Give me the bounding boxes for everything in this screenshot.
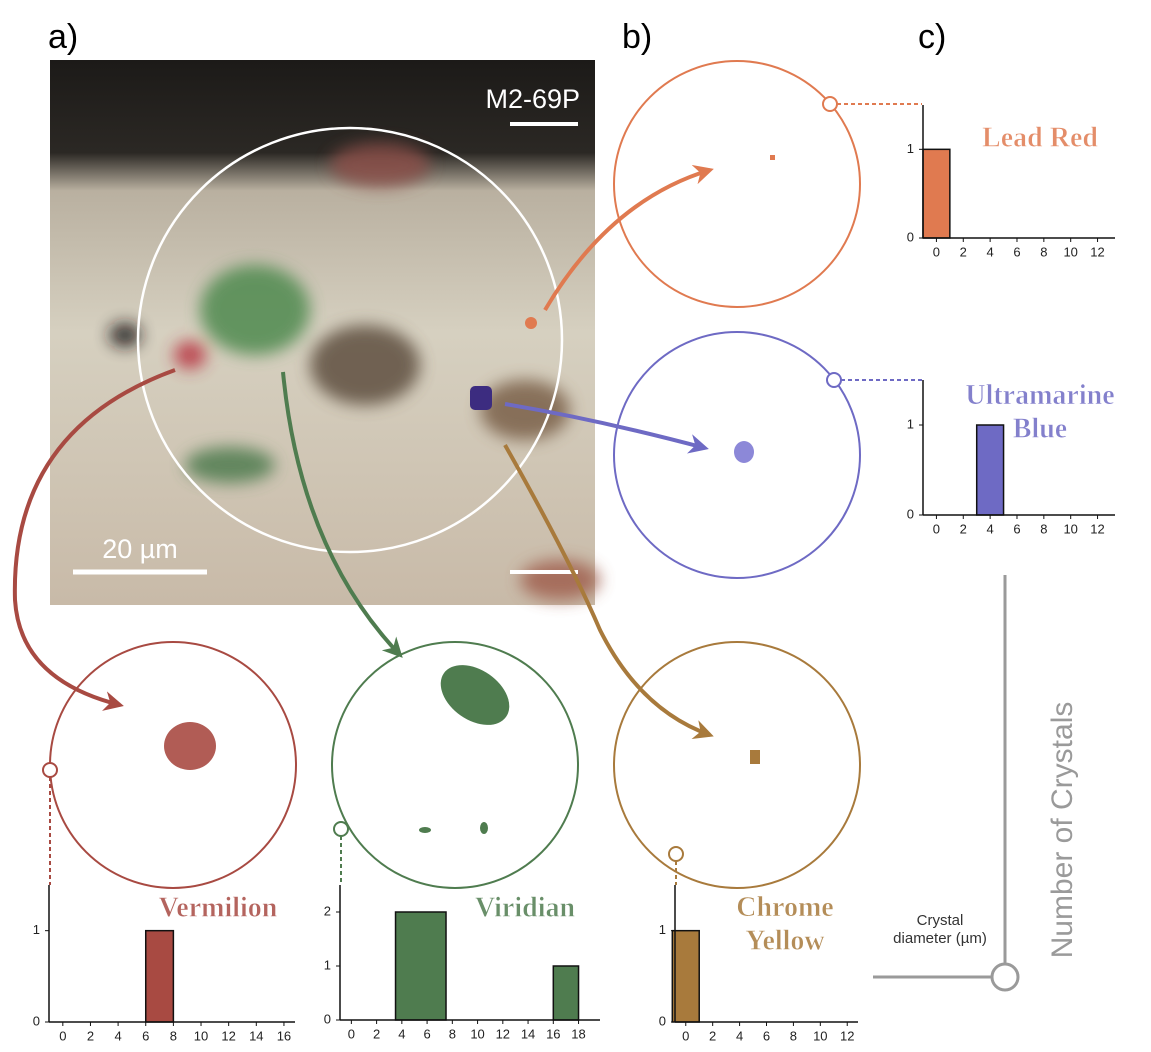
sample-label: M2-69P	[485, 84, 580, 114]
x-tick-label: 4	[398, 1026, 405, 1041]
x-tick-label: 0	[348, 1026, 355, 1041]
x-tick-label: 2	[960, 244, 967, 259]
x-tick-label: 10	[813, 1028, 827, 1043]
x-tick-label: 2	[709, 1028, 716, 1043]
x-tick-label: 2	[87, 1028, 94, 1043]
x-tick-label: 6	[1013, 521, 1020, 536]
y-tick-label: 1	[33, 922, 40, 937]
x-tick-label: 8	[790, 1028, 797, 1043]
x-tick-label: 10	[1063, 521, 1077, 536]
chart-title: Vermilion	[159, 892, 278, 923]
x-tick-label: 12	[1090, 521, 1104, 536]
x-tick-label: 18	[571, 1026, 585, 1041]
x-tick-label: 6	[423, 1026, 430, 1041]
axis-key-y-label: Number of Crystals	[1046, 702, 1079, 959]
chart-title: Lead Red	[982, 122, 1098, 153]
y-tick-label: 0	[33, 1013, 40, 1028]
x-tick-label: 12	[221, 1028, 235, 1043]
bar	[146, 931, 174, 1022]
histogram: 0 2 4 6 8 10 12 0 1 Lead Red	[907, 105, 1115, 259]
x-tick-label: 12	[1090, 244, 1104, 259]
x-tick-label: 4	[987, 521, 994, 536]
y-tick-label: 0	[907, 229, 914, 244]
y-tick-label: 1	[907, 141, 914, 156]
bar	[672, 931, 699, 1022]
y-tick-label: 0	[907, 506, 914, 521]
x-tick-label: 16	[277, 1028, 291, 1043]
x-tick-label: 10	[470, 1026, 484, 1041]
x-tick-label: 4	[987, 244, 994, 259]
x-tick-label: 8	[1040, 521, 1047, 536]
panel-label: a)	[48, 18, 78, 56]
bar	[977, 425, 1004, 515]
y-tick-label: 0	[659, 1013, 666, 1028]
x-tick-label: 10	[194, 1028, 208, 1043]
chart-title: Viridian	[475, 892, 576, 923]
panel-label: b)	[622, 18, 652, 56]
x-tick-label: 8	[1040, 244, 1047, 259]
x-tick-label: 0	[933, 244, 940, 259]
y-tick-label: 1	[659, 922, 666, 937]
x-tick-label: 4	[736, 1028, 743, 1043]
y-tick-label: 0	[324, 1011, 331, 1026]
y-tick-label: 2	[324, 903, 331, 918]
y-tick-label: 1	[324, 957, 331, 972]
panel-label: c)	[918, 18, 946, 56]
x-tick-label: 6	[142, 1028, 149, 1043]
x-tick-label: 2	[960, 521, 967, 536]
x-tick-label: 14	[249, 1028, 263, 1043]
x-tick-label: 2	[373, 1026, 380, 1041]
x-tick-label: 12	[496, 1026, 510, 1041]
x-tick-label: 10	[1063, 244, 1077, 259]
x-tick-label: 0	[59, 1028, 66, 1043]
x-tick-label: 14	[521, 1026, 535, 1041]
x-tick-label: 0	[682, 1028, 689, 1043]
figure: a) b) c) M2-69P 20 µm	[0, 0, 1151, 1047]
histogram: 0 2 4 6 8 10 12 14 16 0 1 Vermilion	[33, 885, 295, 1043]
bar	[923, 149, 950, 238]
x-tick-label: 6	[1013, 244, 1020, 259]
x-tick-label: 8	[449, 1026, 456, 1041]
x-tick-label: 16	[546, 1026, 560, 1041]
x-tick-label: 8	[170, 1028, 177, 1043]
x-tick-label: 12	[840, 1028, 854, 1043]
x-tick-label: 6	[763, 1028, 770, 1043]
scale-label: 20 µm	[102, 534, 178, 564]
bar	[396, 912, 446, 1020]
x-tick-label: 0	[933, 521, 940, 536]
x-tick-label: 4	[114, 1028, 121, 1043]
y-tick-label: 1	[907, 416, 914, 431]
bar	[553, 966, 578, 1020]
micrograph: M2-69P 20 µm	[50, 60, 600, 605]
